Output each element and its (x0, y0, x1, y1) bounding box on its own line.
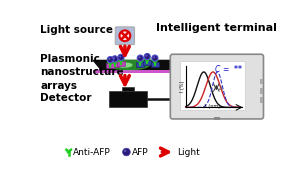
Polygon shape (93, 70, 101, 73)
Circle shape (153, 56, 155, 58)
Text: $C\,=\,$ **: $C\,=\,$ ** (214, 64, 244, 74)
Circle shape (146, 55, 147, 57)
Circle shape (124, 150, 127, 152)
Bar (136, 62, 144, 67)
Circle shape (139, 56, 140, 58)
Text: Intelligent terminal: Intelligent terminal (157, 23, 277, 33)
Bar (109, 91, 147, 107)
Bar (151, 62, 159, 67)
Text: $\Delta$: $\Delta$ (218, 84, 224, 91)
Circle shape (107, 57, 113, 63)
FancyBboxPatch shape (170, 54, 263, 119)
Text: Light: Light (177, 148, 200, 156)
Circle shape (108, 58, 110, 60)
Text: AFP: AFP (132, 148, 148, 156)
Circle shape (112, 56, 118, 62)
Circle shape (119, 56, 121, 57)
Ellipse shape (108, 60, 150, 70)
Bar (111, 63, 119, 67)
Bar (122, 87, 134, 91)
Polygon shape (93, 70, 188, 73)
Bar (117, 61, 125, 66)
Bar (260, 79, 263, 84)
Bar (260, 88, 263, 94)
Circle shape (123, 148, 130, 156)
Text: Plasmonic
nanostructure
arrays: Plasmonic nanostructure arrays (40, 54, 124, 91)
Circle shape (119, 30, 130, 41)
Text: Light source: Light source (40, 25, 113, 35)
Text: I (%): I (%) (180, 80, 185, 91)
Bar (106, 64, 114, 68)
Text: Detector: Detector (40, 93, 92, 103)
Text: λ (nm): λ (nm) (204, 104, 220, 109)
Polygon shape (93, 60, 188, 70)
Bar (143, 60, 151, 65)
Circle shape (137, 55, 143, 61)
Circle shape (113, 57, 115, 59)
Circle shape (144, 53, 150, 60)
Bar (180, 61, 245, 110)
Bar (260, 97, 263, 103)
Circle shape (118, 54, 124, 60)
FancyBboxPatch shape (115, 27, 135, 45)
Circle shape (152, 55, 158, 61)
Ellipse shape (116, 62, 132, 68)
Bar (214, 117, 220, 120)
Text: Anti-AFP: Anti-AFP (72, 148, 110, 156)
